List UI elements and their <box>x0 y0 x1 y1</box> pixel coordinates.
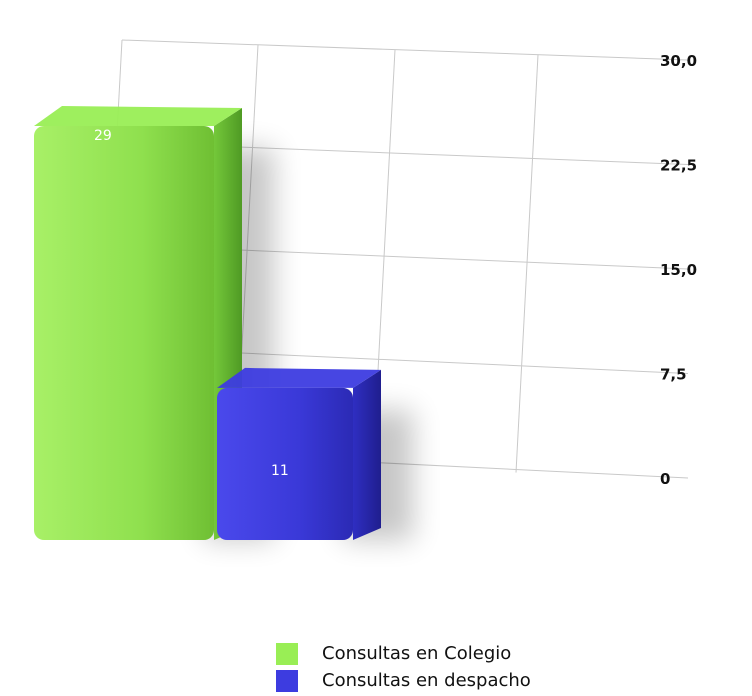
bar-1 <box>217 387 353 540</box>
legend-label-despacho: Consultas en despacho <box>322 670 531 691</box>
legend-item-despacho: Consultas en despacho <box>276 667 531 694</box>
bar-top-1 <box>217 367 381 388</box>
bar-top-0 <box>34 106 242 126</box>
bar-side-1 <box>353 369 381 540</box>
legend-swatch-colegio <box>276 642 298 665</box>
legend: Consultas en Colegio Consultas en despac… <box>276 640 531 694</box>
legend-swatch-despacho <box>276 669 298 692</box>
legend-label-colegio: Consultas en Colegio <box>322 643 512 664</box>
data-label-0: 29 <box>94 128 112 144</box>
y-tick-label-4: 30,0 <box>660 52 697 70</box>
y-tick-label-3: 22,5 <box>660 157 697 175</box>
gridline-v-3 <box>515 54 539 473</box>
y-tick-label-1: 7,5 <box>660 366 687 384</box>
bar-0 <box>34 126 214 540</box>
y-tick-label-0: 0 <box>660 470 670 488</box>
data-labels: 29 11 <box>94 128 289 479</box>
chart-bars <box>34 106 381 540</box>
y-axis-ticks: 0 7,5 15,0 22,5 30,0 <box>660 52 697 488</box>
legend-item-colegio: Consultas en Colegio <box>276 640 531 667</box>
data-label-1: 11 <box>271 463 289 479</box>
y-tick-label-2: 15,0 <box>660 261 697 279</box>
gridline-h-4 <box>121 39 689 61</box>
